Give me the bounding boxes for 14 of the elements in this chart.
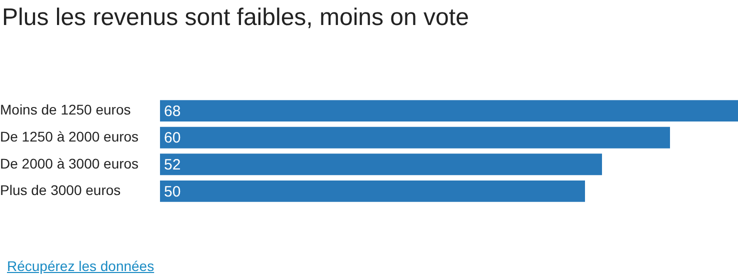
data-label: 60	[164, 130, 181, 147]
y-tick-label: De 2000 à 3000 euros	[0, 155, 139, 172]
bar	[160, 154, 602, 176]
bar	[160, 180, 585, 202]
y-tick-label: De 1250 à 2000 euros	[0, 128, 139, 144]
y-tick-label: Moins de 1250 euros	[0, 102, 131, 118]
bar	[160, 100, 738, 122]
data-label: 52	[164, 156, 181, 174]
data-label: 68	[164, 102, 181, 120]
text: Récupérez les données	[7, 258, 154, 274]
y-tick-label: Plus de 3000 euros	[0, 182, 121, 198]
bar	[160, 126, 670, 148]
chart-title: Plus les revenus sont faibles, moins on vote	[2, 4, 469, 32]
data-label: 50	[164, 183, 181, 200]
